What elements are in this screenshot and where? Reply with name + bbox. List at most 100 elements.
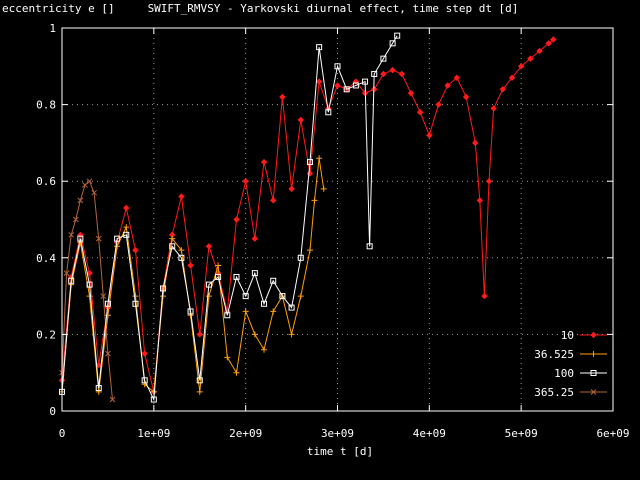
data-point — [233, 369, 240, 376]
data-point — [297, 116, 304, 124]
x-tick-label: 6e+09 — [596, 427, 629, 440]
y-tick-label: 0.8 — [36, 99, 56, 112]
data-point — [435, 101, 442, 108]
legend: 10 36.525 100 365.25 — [534, 329, 607, 399]
data-point — [279, 293, 286, 300]
data-point — [325, 109, 332, 116]
data-point — [105, 350, 111, 357]
data-point — [389, 66, 396, 74]
data-point — [178, 254, 185, 261]
data-point — [205, 243, 213, 250]
data-point — [251, 270, 258, 277]
legend-marker — [590, 351, 597, 357]
data-point — [311, 197, 318, 204]
data-point — [95, 385, 102, 392]
series-line — [61, 35, 398, 402]
data-point — [95, 235, 102, 242]
data-point — [205, 281, 212, 288]
data-point — [476, 197, 484, 204]
data-point — [481, 292, 488, 300]
data-point — [297, 254, 304, 261]
data-point — [261, 346, 268, 353]
data-point — [472, 139, 479, 147]
data-point — [141, 350, 148, 357]
data-point — [169, 243, 176, 250]
data-point — [320, 185, 327, 192]
series-2 — [59, 32, 401, 403]
data-point — [306, 170, 314, 177]
data-point — [453, 74, 461, 81]
data-point — [68, 231, 75, 238]
data-point — [315, 78, 323, 85]
x-tick-label: 2e+09 — [229, 427, 262, 440]
data-point — [77, 197, 84, 204]
data-point — [490, 105, 497, 112]
data-point — [398, 70, 405, 78]
data-point — [389, 40, 396, 47]
x-tick-label: 5e+09 — [505, 427, 538, 440]
data-point — [224, 312, 231, 319]
data-point — [104, 300, 111, 307]
chart-title: SWIFT_RMVSY - Yarkovski diurnal effect, … — [148, 2, 519, 15]
legend-label: 365.25 — [534, 386, 574, 399]
legend-label: 100 — [554, 367, 574, 380]
data-point — [545, 40, 552, 47]
y-tick-label: 1 — [49, 22, 56, 35]
data-point — [270, 277, 277, 284]
data-point — [251, 235, 259, 242]
data-point — [233, 273, 240, 280]
data-point — [150, 396, 157, 403]
data-point — [86, 281, 93, 288]
data-point — [160, 285, 167, 292]
y-tick-label: 0.6 — [36, 175, 56, 188]
data-point — [334, 63, 341, 70]
grid — [62, 28, 613, 411]
data-point — [169, 235, 176, 242]
data-point — [306, 247, 313, 254]
data-point — [394, 32, 401, 39]
data-point — [485, 177, 493, 185]
data-point — [205, 293, 212, 300]
data-point — [499, 86, 507, 93]
data-point — [187, 262, 194, 269]
data-point — [141, 377, 148, 384]
data-point — [316, 44, 323, 51]
data-point — [261, 300, 268, 307]
data-point — [362, 78, 369, 85]
data-point — [196, 331, 203, 338]
data-point — [224, 354, 231, 361]
data-point — [196, 388, 203, 395]
data-point — [508, 74, 516, 81]
legend-marker — [590, 331, 597, 339]
data-point — [288, 331, 295, 338]
data-point — [343, 86, 350, 93]
data-point — [123, 204, 130, 212]
x-tick-label: 1e+09 — [137, 427, 170, 440]
data-point — [260, 158, 268, 166]
data-point — [334, 82, 341, 89]
data-point — [242, 177, 249, 185]
ticks: 0 1e+09 2e+09 3e+09 4e+09 5e+09 6e+09 0 0.2 0.4 0.… — [36, 22, 629, 440]
y-tick-label: 0 — [49, 405, 56, 418]
series-layer — [58, 32, 557, 403]
data-point — [100, 293, 107, 299]
data-point — [63, 270, 70, 276]
y-tick-label: 0.2 — [36, 328, 56, 341]
data-point — [242, 293, 249, 300]
data-point — [462, 93, 470, 101]
data-point — [77, 235, 84, 242]
y-tick-label: 0.4 — [36, 252, 56, 265]
data-point — [123, 224, 130, 231]
data-point — [72, 216, 79, 223]
data-point — [68, 277, 75, 284]
data-point — [270, 197, 277, 204]
data-point — [270, 308, 277, 315]
data-point — [550, 36, 557, 43]
data-point — [86, 293, 93, 300]
x-tick-label: 4e+09 — [413, 427, 446, 440]
data-point — [114, 235, 121, 242]
data-point — [91, 189, 97, 196]
data-point — [380, 70, 387, 78]
data-point — [536, 47, 543, 55]
